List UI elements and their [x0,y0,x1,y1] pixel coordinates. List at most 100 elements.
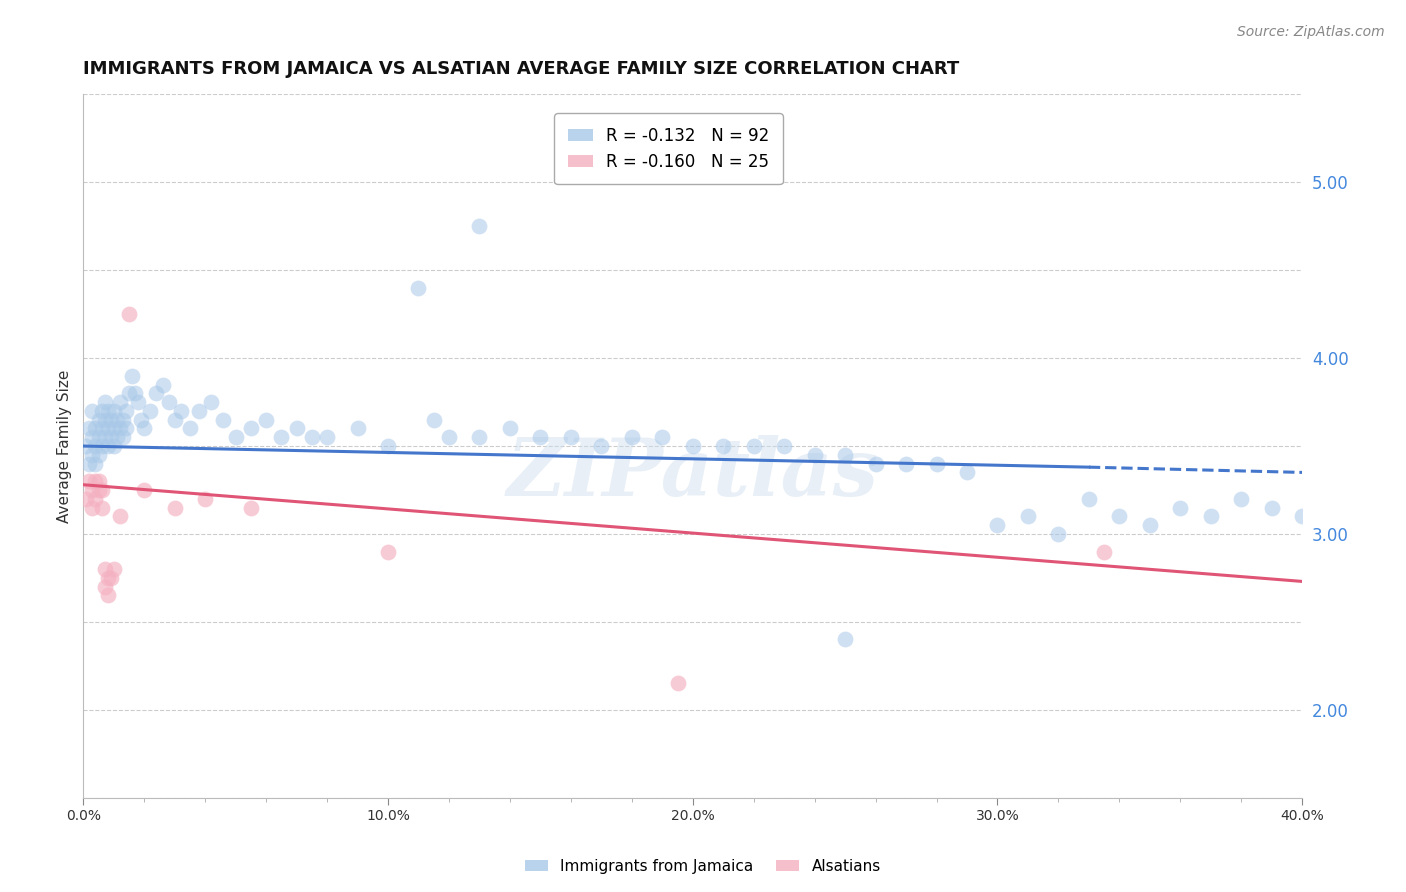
Point [1199,509,1222,524]
Point [1291,509,1313,524]
Point [145,386,167,401]
Point [90,404,112,418]
Point [803,448,825,462]
Point [105,412,128,426]
Point [103,421,125,435]
Y-axis label: Average Family Size: Average Family Size [58,369,72,523]
Point [118,307,141,321]
Point [422,412,444,426]
Text: ZIPatlas: ZIPatlas [506,435,879,513]
Point [82,448,104,462]
Point [127,395,149,409]
Point [682,439,704,453]
Point [152,377,174,392]
Point [437,430,460,444]
Point [108,509,131,524]
Point [103,404,125,418]
Point [93,430,115,444]
Point [711,439,734,453]
Point [97,571,120,585]
Point [254,412,277,426]
Point [84,421,107,435]
Point [1108,509,1130,524]
Point [75,439,97,453]
Point [111,412,134,426]
Point [212,412,235,426]
Point [620,430,643,444]
Legend: R = -0.132   N = 92, R = -0.160   N = 25: R = -0.132 N = 92, R = -0.160 N = 25 [554,113,783,185]
Point [79,474,101,488]
Point [79,421,101,435]
Point [82,430,104,444]
Point [1261,500,1284,515]
Point [124,386,146,401]
Point [97,439,120,453]
Point [894,457,917,471]
Point [285,421,308,435]
Point [163,500,186,515]
Point [90,421,112,435]
Point [108,395,131,409]
Point [79,457,101,471]
Point [134,483,156,497]
Point [529,430,551,444]
Point [468,430,491,444]
Point [773,439,796,453]
Point [1077,491,1099,506]
Point [239,421,262,435]
Point [118,386,141,401]
Point [97,404,120,418]
Point [87,483,110,497]
Point [84,457,107,471]
Point [179,421,201,435]
Point [84,491,107,506]
Point [591,439,613,453]
Point [194,491,217,506]
Point [200,395,222,409]
Point [1139,518,1161,533]
Point [103,439,125,453]
Point [651,430,673,444]
Point [1168,500,1191,515]
Point [499,421,522,435]
Point [1230,491,1253,506]
Point [82,500,104,515]
Point [100,412,122,426]
Point [87,474,110,488]
Point [742,439,765,453]
Point [834,632,856,647]
Point [134,421,156,435]
Point [100,571,122,585]
Point [111,430,134,444]
Point [1092,544,1115,558]
Point [97,421,120,435]
Point [188,404,211,418]
Point [129,412,152,426]
Point [84,439,107,453]
Point [865,457,887,471]
Point [270,430,292,444]
Point [225,430,247,444]
Point [834,448,856,462]
Point [90,439,112,453]
Text: IMMIGRANTS FROM JAMAICA VS ALSATIAN AVERAGE FAMILY SIZE CORRELATION CHART: IMMIGRANTS FROM JAMAICA VS ALSATIAN AVER… [83,60,959,78]
Point [105,430,128,444]
Point [93,580,115,594]
Point [925,457,948,471]
Point [408,281,430,295]
Point [82,483,104,497]
Point [93,562,115,576]
Point [100,430,122,444]
Point [239,500,262,515]
Point [75,491,97,506]
Point [87,448,110,462]
Point [1047,527,1070,541]
Point [108,421,131,435]
Point [956,466,979,480]
Point [97,589,120,603]
Text: Source: ZipAtlas.com: Source: ZipAtlas.com [1237,25,1385,39]
Point [170,404,193,418]
Point [115,404,138,418]
Point [986,518,1008,533]
Point [87,412,110,426]
